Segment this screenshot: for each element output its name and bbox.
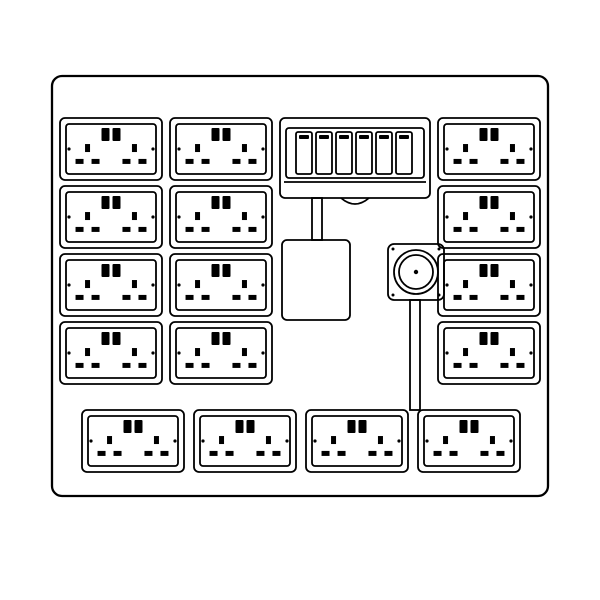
electrical-diagram [0, 0, 600, 600]
